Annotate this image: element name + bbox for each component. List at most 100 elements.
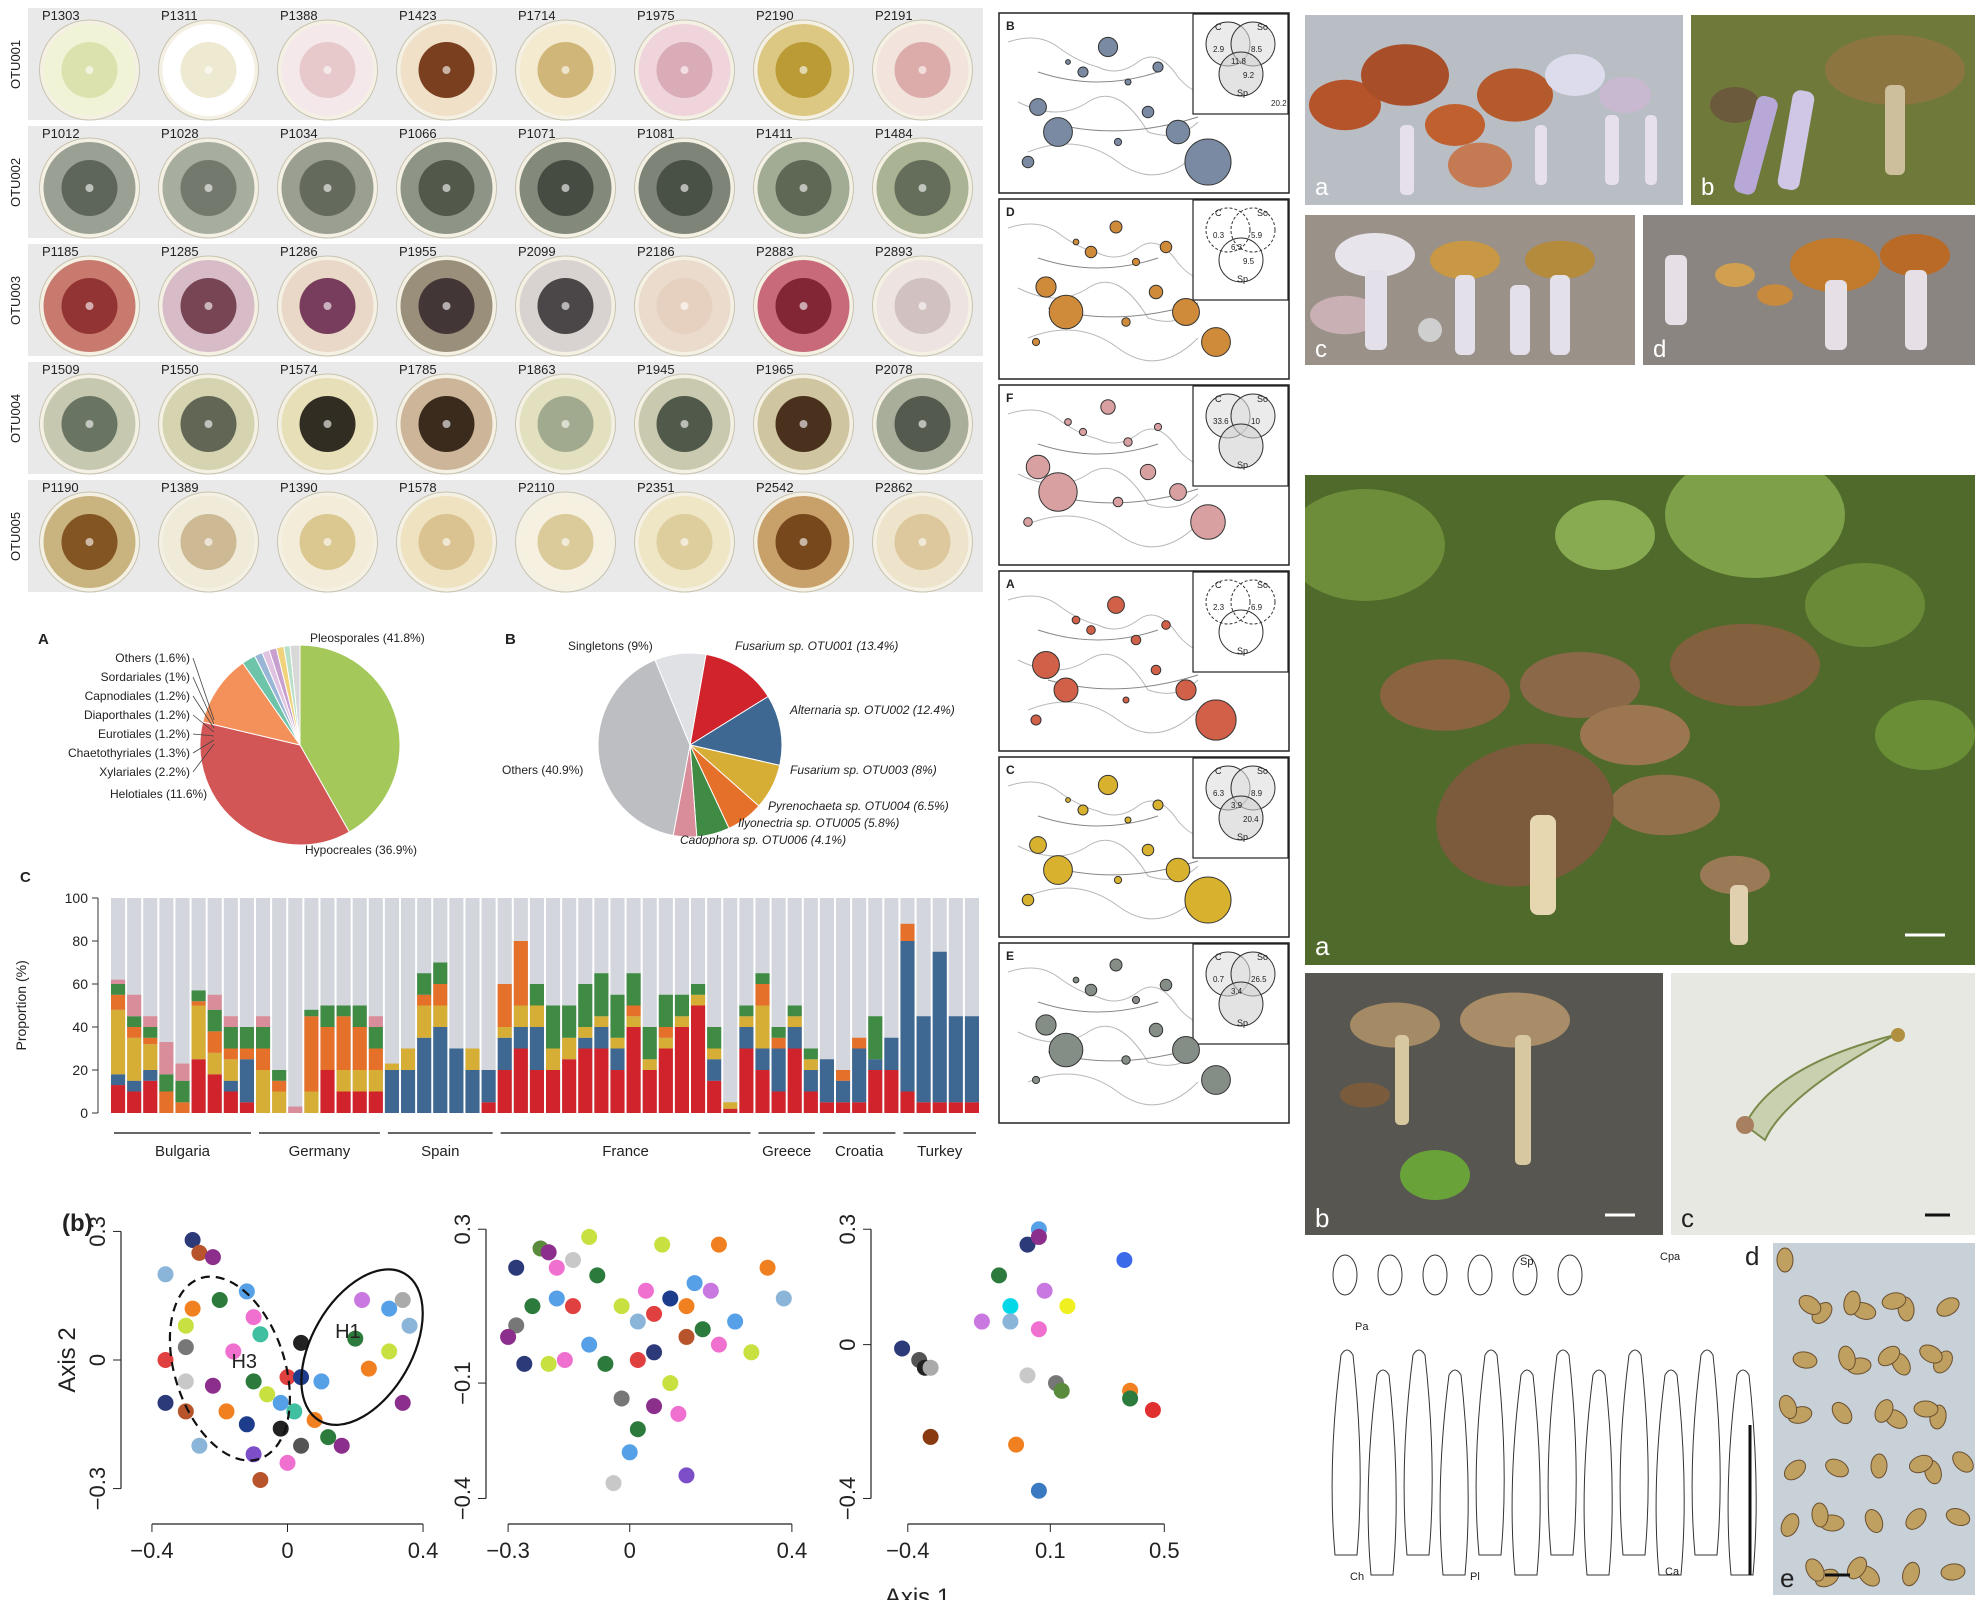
isolate-id: P1955 xyxy=(399,244,437,259)
map-bubble xyxy=(1131,257,1141,267)
pie-a-label: Helotiales (11.6%) xyxy=(110,787,207,801)
scatter-point xyxy=(922,1359,939,1376)
bar-segment xyxy=(320,1005,335,1027)
bar-segment xyxy=(239,1059,254,1103)
bar-segment xyxy=(529,984,544,1006)
pie-b-slice xyxy=(597,659,691,837)
ellipse-label: H3 xyxy=(231,1351,257,1373)
bar-segment xyxy=(239,1102,254,1113)
colony-plug xyxy=(204,420,213,428)
leaf xyxy=(1305,489,1445,601)
scatter-point xyxy=(381,1300,398,1317)
scatter-point xyxy=(678,1467,695,1484)
scatter-point xyxy=(225,1343,242,1360)
h3-ellipse xyxy=(168,1275,291,1462)
y-tick-label: −0.1 xyxy=(450,1361,475,1404)
petri-dish xyxy=(634,491,735,593)
bar-segment xyxy=(368,1091,383,1113)
map-bubble xyxy=(1184,138,1232,186)
venn-value: 2.9 xyxy=(1213,45,1225,54)
mushroom-photos-and-drawings: a b c Sp Cpa Pa Ch Pl Ca d e xyxy=(1305,475,1975,1595)
bar-segment xyxy=(771,1027,786,1038)
bar-segment xyxy=(207,1009,222,1032)
bar-segment xyxy=(159,1074,174,1092)
colony-plug xyxy=(323,184,332,192)
row-label: OTU005 xyxy=(8,512,23,561)
bar-segment xyxy=(304,1016,319,1092)
venn-label: Sp xyxy=(1237,460,1248,470)
leader-line xyxy=(192,714,215,733)
bar-segment xyxy=(207,1074,222,1113)
bar-segment xyxy=(417,1005,432,1038)
petri-dish xyxy=(753,373,854,475)
mushroom-stem xyxy=(1605,115,1619,185)
venn-label: C xyxy=(1215,952,1222,962)
map-bubble xyxy=(1201,1065,1231,1095)
petri-dish xyxy=(396,373,497,475)
petri-dish xyxy=(634,255,735,357)
bar-segment xyxy=(352,1027,367,1070)
cystidium-drawing xyxy=(1331,1349,1361,1556)
bar-segment xyxy=(207,1031,222,1053)
bar-segment xyxy=(707,1027,722,1049)
bar-segment xyxy=(755,973,770,984)
bar-segment xyxy=(497,1037,512,1070)
map-bubble xyxy=(1152,799,1164,811)
petri-dish xyxy=(634,19,735,121)
bar-segment xyxy=(513,1027,528,1049)
map-panel-label: C xyxy=(1006,763,1015,777)
map-bubble xyxy=(1130,634,1142,646)
scatter-point xyxy=(548,1290,565,1307)
leader-line xyxy=(192,676,215,725)
isolate-id: P2099 xyxy=(518,244,556,259)
map-bubble xyxy=(1123,437,1133,447)
venn-label: Sp xyxy=(1237,274,1248,284)
bar-segment xyxy=(143,1016,158,1027)
cystidium-drawing xyxy=(1655,1369,1685,1576)
map-panel-label: F xyxy=(1006,391,1013,405)
petri-dish xyxy=(39,491,140,593)
drawing-d-background xyxy=(1305,1243,1765,1595)
cystidium-drawing xyxy=(1367,1369,1397,1576)
bar-segment xyxy=(626,973,641,1006)
group-label: Turkey xyxy=(917,1143,963,1160)
pie-a-label: Others (1.6%) xyxy=(115,651,190,665)
scatter-point xyxy=(401,1317,418,1334)
bar-segment xyxy=(272,1080,287,1092)
scatter-point xyxy=(1036,1282,1053,1299)
spore xyxy=(1881,1292,1907,1310)
scatter-point xyxy=(184,1300,201,1317)
isolate-id: P1965 xyxy=(756,362,794,377)
cystidium-drawing xyxy=(1511,1369,1541,1576)
scatter-point xyxy=(238,1283,255,1300)
h1-ellipse xyxy=(300,1268,424,1426)
venn-box xyxy=(1192,571,1289,673)
bar-segment xyxy=(336,1091,351,1113)
isolate-id: P1578 xyxy=(399,480,437,495)
colony-plug xyxy=(323,538,332,546)
colony-plug xyxy=(561,420,570,428)
colony-plug xyxy=(204,538,213,546)
bar-segment xyxy=(755,1005,770,1049)
scatter-point xyxy=(508,1259,525,1276)
mushroom-photos-a-d: a b c d xyxy=(1305,15,1975,365)
scatter-point xyxy=(360,1360,377,1377)
map-bubble xyxy=(1097,774,1119,796)
map-bubble xyxy=(1065,59,1071,65)
mushroom-cap xyxy=(1670,623,1820,707)
mushroom-cap xyxy=(1477,68,1553,122)
bar-segment xyxy=(658,1027,673,1038)
venn-value: 11.8 xyxy=(1231,57,1247,66)
map-bubble xyxy=(1141,105,1155,119)
leaf xyxy=(1875,700,1975,770)
bar-segment xyxy=(127,1016,142,1027)
pie-a-slice xyxy=(299,644,401,833)
colony-plug xyxy=(204,302,213,310)
bar-segment xyxy=(417,994,432,1006)
colony-plug xyxy=(442,302,451,310)
colony-plug xyxy=(323,66,332,74)
bar-segment xyxy=(803,1048,818,1060)
pie-a-slice xyxy=(199,721,350,846)
scatter-point xyxy=(1030,1321,1047,1338)
bar-segment xyxy=(787,1048,802,1113)
